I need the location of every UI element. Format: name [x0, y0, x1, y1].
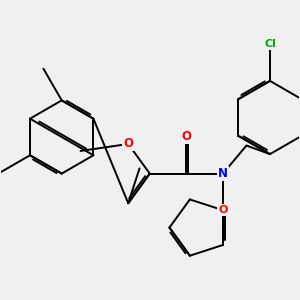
Text: Cl: Cl — [264, 39, 276, 49]
Text: O: O — [181, 130, 191, 143]
Text: O: O — [218, 205, 228, 215]
Text: O: O — [123, 137, 133, 151]
Text: N: N — [218, 167, 228, 180]
